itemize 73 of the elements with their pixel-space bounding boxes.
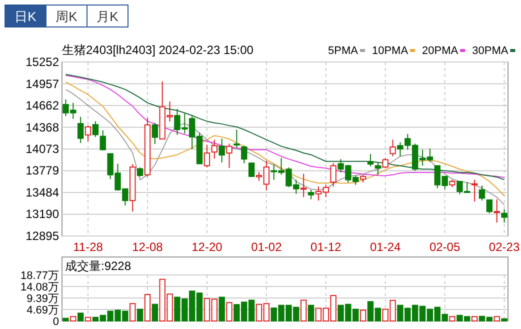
y-tick-label: 14662 xyxy=(26,98,60,113)
bar xyxy=(62,318,69,322)
candlestick xyxy=(211,139,218,160)
bar xyxy=(152,304,158,322)
x-tick-label: 11-28 xyxy=(73,240,104,254)
legend-label: 20PMA xyxy=(422,45,459,57)
x-tick-label: 12-20 xyxy=(192,240,223,254)
candlestick xyxy=(84,125,92,142)
candlestick xyxy=(478,185,486,202)
candlestick xyxy=(248,162,255,178)
candlestick xyxy=(374,162,382,176)
candlestick xyxy=(226,143,232,169)
candlestick xyxy=(136,166,144,177)
x-tick-label: 01-24 xyxy=(370,240,402,254)
candlestick xyxy=(382,158,388,169)
y-tick-label: 4.69万 xyxy=(26,304,59,317)
y-tick-label: 14073 xyxy=(26,142,60,156)
y-tick-label: 12895 xyxy=(26,229,60,243)
chart-title: 生猪2403[lh2403] 2024-02-23 15:00 xyxy=(62,43,254,57)
candlestick xyxy=(501,208,508,224)
y-tick-label: 14.08万 xyxy=(20,281,59,294)
x-tick-label: 01-02 xyxy=(251,240,282,254)
candlestick xyxy=(77,116,84,144)
candlestick xyxy=(390,139,396,157)
legend-label: 5PMA xyxy=(328,45,359,57)
y-tick-label: 15252 xyxy=(26,55,60,69)
text: 月K xyxy=(96,9,119,24)
y-tick-label: 13779 xyxy=(26,164,60,178)
bar xyxy=(136,308,144,322)
bar xyxy=(130,303,136,322)
y-tick-label: 14957 xyxy=(26,76,60,91)
candlestick xyxy=(471,179,478,202)
bar xyxy=(226,302,232,322)
legend-label: 30PMA xyxy=(472,45,509,57)
bar xyxy=(449,316,456,322)
text: 日K xyxy=(14,9,37,24)
candlestick xyxy=(218,138,225,163)
bar xyxy=(218,296,225,322)
candlestick xyxy=(152,122,158,145)
bar xyxy=(144,294,151,322)
candlestick xyxy=(300,173,307,198)
bar xyxy=(300,300,307,322)
y-tick-label: 14368 xyxy=(26,120,60,134)
x-tick-label: 12-08 xyxy=(132,240,164,254)
candlestick xyxy=(308,189,314,200)
y-tick-label: 18.77万 xyxy=(20,270,59,282)
chart-title: 成交量:9228 xyxy=(65,259,132,273)
text: 周K xyxy=(56,9,78,24)
bar xyxy=(70,316,76,322)
candlestick xyxy=(234,129,240,148)
bar xyxy=(471,316,478,322)
bar xyxy=(84,316,92,322)
bar xyxy=(494,316,500,322)
candlestick xyxy=(330,162,336,187)
y-tick-label: 9.39万 xyxy=(26,292,59,305)
x-tick-label: 01-12 xyxy=(310,240,342,254)
candlestick xyxy=(367,154,374,167)
candlestick xyxy=(241,145,248,164)
bar xyxy=(308,304,314,322)
bar xyxy=(360,310,366,322)
y-tick-label: 13190 xyxy=(26,207,60,222)
candlestick xyxy=(92,120,99,138)
y-tick-label: 13484 xyxy=(26,186,60,200)
candlestick xyxy=(204,144,210,168)
legend-label: 10PMA xyxy=(372,45,409,57)
bar xyxy=(501,318,508,322)
x-tick-label: 02-05 xyxy=(429,240,460,254)
y-tick-label: 0 xyxy=(52,316,59,328)
candlestick xyxy=(494,198,500,224)
candlestick xyxy=(486,199,493,214)
bar xyxy=(77,312,84,322)
candlestick xyxy=(100,130,106,151)
x-tick-label: 02-23 xyxy=(488,240,520,254)
